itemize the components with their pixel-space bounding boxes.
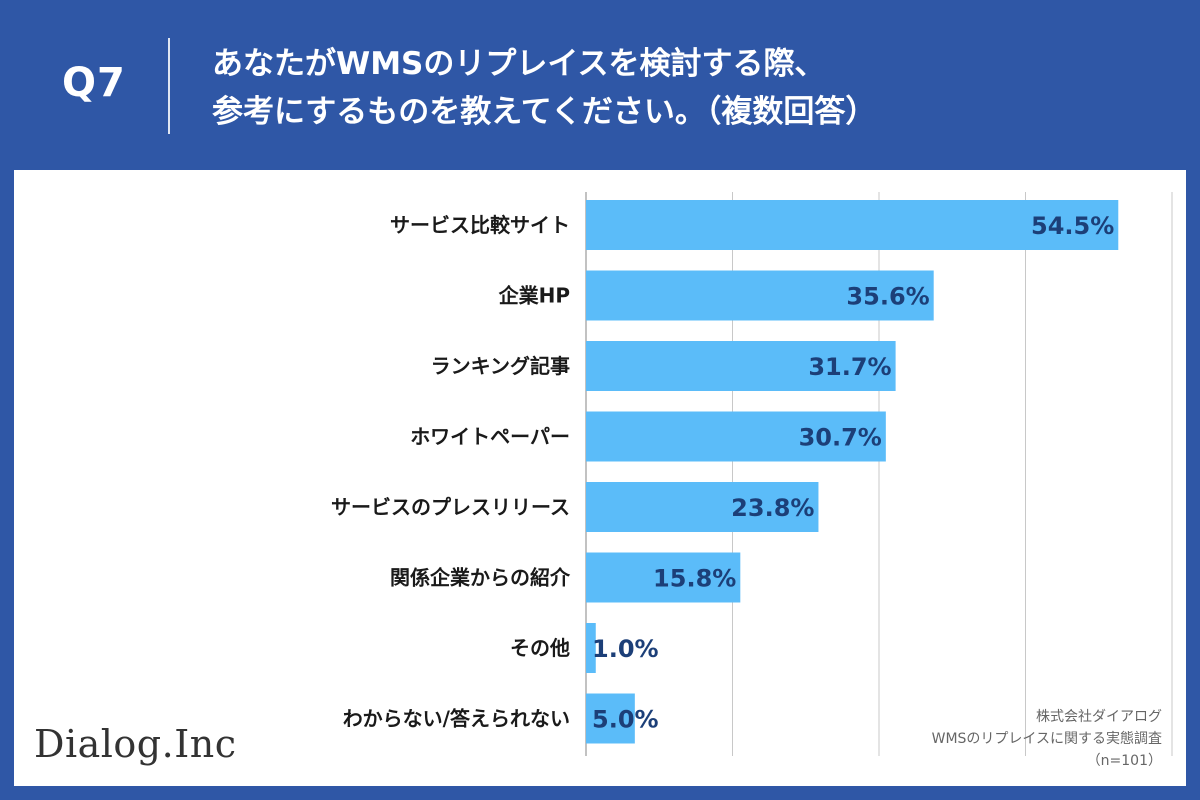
category-label: わからない/答えられない: [343, 707, 570, 731]
value-label: 15.8%: [653, 565, 736, 593]
bar: [586, 482, 819, 532]
bar: [586, 693, 635, 744]
value-label: 23.8%: [731, 494, 814, 522]
category-label: 企業HP: [498, 284, 570, 308]
bar: [586, 270, 934, 321]
category-label: ランキング記事: [431, 354, 570, 378]
bar: [586, 341, 896, 391]
header: Q7 あなたがWMSのリプレイスを検討する際、 参考にするものを教えてください。…: [0, 0, 1200, 170]
value-label: 5.0%: [592, 706, 659, 734]
bar: [586, 200, 1119, 250]
bar: [586, 623, 596, 673]
value-label: 31.7%: [808, 353, 891, 381]
bar-chart: サービス比較サイト 54.5% 企業HP 35.6% ランキング記事 31.7% ホワイトペ…: [331, 192, 1173, 756]
value-label: 30.7%: [799, 424, 882, 452]
category-label: サービスのプレスリリース: [331, 495, 570, 519]
category-label: その他: [510, 636, 570, 660]
category-label: ホワイトペーパー: [410, 425, 570, 449]
value-label: 1.0%: [592, 635, 659, 663]
header-divider: [168, 38, 170, 134]
bar: [586, 552, 741, 603]
bar: [586, 411, 886, 462]
source-sample-size: （n=101）: [1086, 753, 1162, 769]
page-title: あなたがWMSのリプレイスを検討する際、 参考にするものを教えてください。（複数…: [212, 40, 1172, 136]
company-logo: Dialog.Inc: [34, 722, 237, 766]
source-company: 株式会社ダイアログ: [1036, 709, 1162, 725]
category-label: 関係企業からの紹介: [390, 566, 571, 590]
value-label: 35.6%: [846, 283, 929, 311]
title-line-1: あなたがWMSのリプレイスを検討する際、: [212, 46, 826, 82]
category-label: サービス比較サイト: [390, 213, 570, 237]
source-survey: WMSのリプレイスに関する実態調査: [931, 731, 1162, 747]
source-note: 株式会社ダイアログ WMSのリプレイスに関する実態調査 （n=101）: [932, 706, 1162, 772]
chart-panel: サービス比較サイト 54.5% 企業HP 35.6% ランキング記事 31.7% ホワイトペ…: [14, 170, 1186, 786]
title-line-2: 参考にするものを教えてください。（複数回答）: [212, 94, 877, 130]
value-label: 54.5%: [1031, 212, 1114, 240]
question-label: Q7: [62, 60, 126, 106]
